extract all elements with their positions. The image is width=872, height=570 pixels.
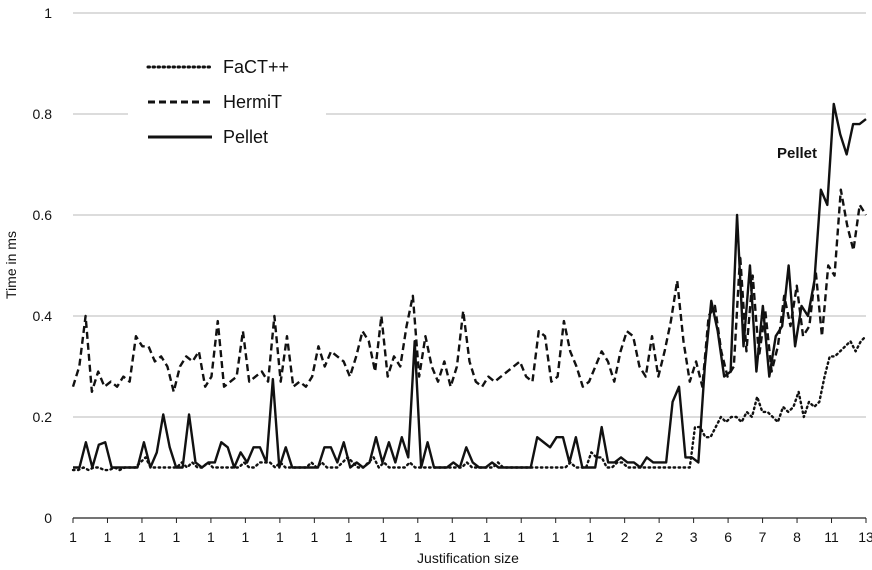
x-tick-label: 1: [207, 529, 215, 545]
y-tick-label: 0.2: [33, 409, 53, 425]
legend-label: Pellet: [223, 127, 268, 147]
x-tick-label: 1: [586, 529, 594, 545]
legend-background: [128, 40, 326, 170]
x-tick-label: 1: [69, 529, 77, 545]
x-tick-label: 2: [655, 529, 663, 545]
y-tick-label: 1: [44, 5, 52, 21]
x-tick-label: 11: [824, 529, 839, 545]
y-axis-label: Time in ms: [3, 231, 19, 299]
x-tick-label: 1: [345, 529, 353, 545]
x-tick-label: 1: [517, 529, 525, 545]
y-tick-label: 0.4: [33, 308, 53, 324]
x-tick-label: 8: [793, 529, 801, 545]
x-tick-label: 6: [724, 529, 732, 545]
series-line-pellet: [73, 102, 867, 469]
x-tick-label: 1: [552, 529, 560, 545]
legend-label: FaCT++: [223, 57, 289, 77]
pellet-annotation: Pellet: [777, 145, 817, 162]
y-axis-ticks: 0 0.2 0.4 0.6 0.8 1: [33, 5, 53, 526]
series-line-fact-: [71, 335, 868, 472]
y-tick-label: 0.8: [33, 106, 53, 122]
x-tick-label: 1: [104, 529, 112, 545]
x-tick-label: 2: [621, 529, 629, 545]
legend: FaCT++ HermiT Pellet: [128, 40, 326, 170]
x-tick-label: 1: [276, 529, 284, 545]
y-tick-label: 0: [44, 510, 52, 526]
series-line-hermit: [71, 188, 868, 393]
x-tick-label: 1: [173, 529, 181, 545]
legend-label: HermiT: [223, 92, 282, 112]
x-axis-label: Justification size: [417, 550, 519, 566]
x-tick-label: 1: [241, 529, 249, 545]
y-tick-label: 0.6: [33, 207, 53, 223]
x-tick-label: 13: [858, 529, 872, 545]
x-tick-label: 1: [138, 529, 146, 545]
x-tick-label: 1: [310, 529, 318, 545]
series-lines: [71, 102, 868, 472]
x-tick-label: 3: [690, 529, 698, 545]
x-tick-label: 1: [414, 529, 422, 545]
x-tick-label: 1: [448, 529, 456, 545]
x-axis: 1 1 1 1 1 1 1 1 1 1 1 1 1 1 1 1 2 2 3 6 7 8 11 13: [69, 517, 872, 545]
x-tick-label: 1: [483, 529, 491, 545]
x-tick-label: 7: [759, 529, 767, 545]
x-tick-label: 1: [379, 529, 387, 545]
